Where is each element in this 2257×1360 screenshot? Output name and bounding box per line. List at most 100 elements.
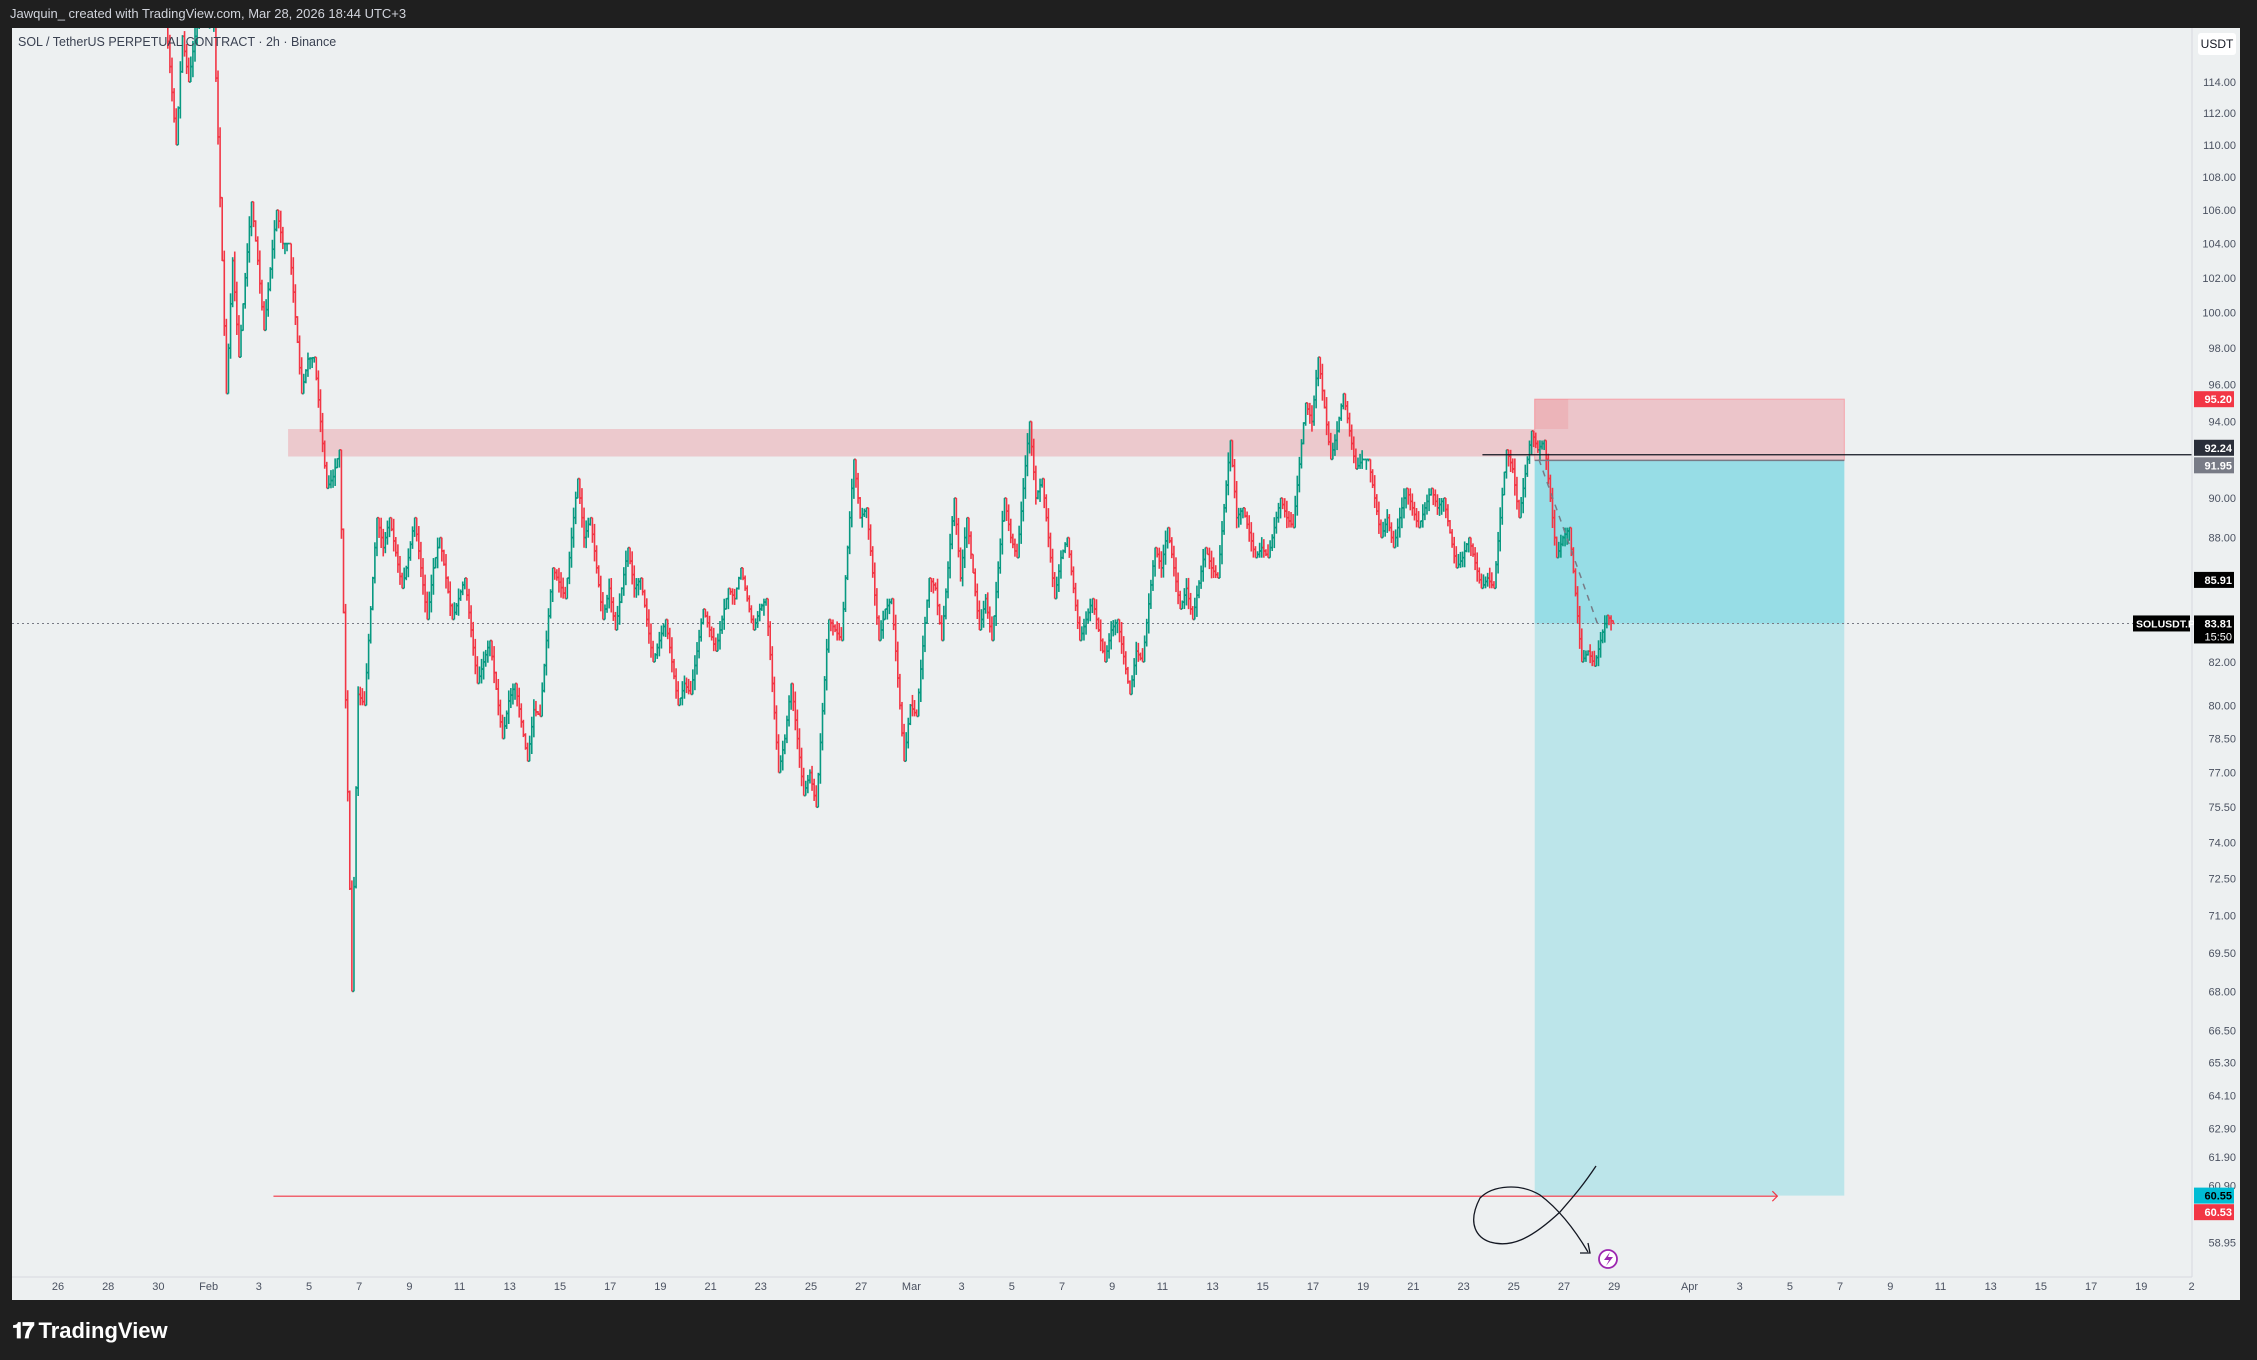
ohlc-bar (827, 618, 831, 653)
ohlc-bar (1124, 651, 1128, 675)
ohlc-bar (440, 536, 444, 562)
ohlc-bar (1473, 547, 1477, 571)
price-badge: 92.24 (2194, 439, 2234, 456)
time-tick-label: 11 (1157, 1281, 1168, 1293)
ohlc-bar (224, 318, 228, 395)
price-tick-label: 114.00 (2203, 77, 2236, 89)
ohlc-bar (1486, 572, 1490, 587)
ohlc-bar (1189, 592, 1193, 615)
ohlc-bar (1038, 478, 1042, 502)
price-axis[interactable]: 114.00 112.00 110.00 108.00 106.00 104.00 102.… (2133, 28, 2236, 1277)
ohlc-bar (1429, 487, 1433, 496)
ohlc-bar (469, 605, 473, 638)
ohlc-bar (249, 200, 253, 237)
ohlc-bar (908, 704, 912, 726)
ohlc-bar (1172, 545, 1176, 577)
ohlc-bar (513, 682, 517, 700)
ohlc-bar (1161, 544, 1165, 578)
ohlc-bar (1404, 487, 1408, 509)
ohlc-bar (425, 591, 429, 621)
ohlc-bar (1488, 567, 1492, 589)
ohlc-bar (858, 497, 862, 519)
ohlc-bar (431, 558, 435, 595)
symbol-legend[interactable]: SOL / TetherUS PERPETUAL CONTRACT · 2h ·… (18, 35, 337, 49)
ohlc-bar (1053, 572, 1057, 600)
ohlc-bar (1387, 514, 1391, 532)
ohlc-bar (925, 599, 929, 624)
price-badge: 91.95 (2194, 457, 2234, 474)
ohlc-bar (595, 545, 599, 574)
ohlc-bar (1187, 577, 1191, 610)
time-axis[interactable]: 26 28 30 Feb 3 5 7 9 11 13 15 17 19 21 23 25 27 Mar 3 5 7 9 11… (12, 1276, 2195, 1293)
ohlc-bar (530, 716, 534, 754)
ohlc-bar (1463, 541, 1467, 568)
ohlc-bar (808, 769, 812, 784)
ohlc-bar (1381, 521, 1385, 539)
ohlc-bar (1446, 504, 1450, 527)
ohlc-bar (986, 592, 990, 619)
ohlc-bar (354, 786, 358, 889)
time-tick-label: 7 (1059, 1281, 1065, 1293)
ohlc-bar (680, 681, 684, 706)
ohlc-bar (1379, 519, 1383, 539)
ohlc-bar (482, 651, 486, 680)
price-tick-label: 88.00 (2208, 533, 2236, 545)
ohlc-bar (1201, 548, 1205, 582)
price-badge-bg (2194, 439, 2234, 456)
ohlc-bar (954, 497, 958, 535)
ohlc-bar (237, 315, 241, 358)
ohlc-bar (1270, 534, 1274, 552)
time-tick-label: 21 (1407, 1281, 1419, 1293)
ohlc-bar (532, 699, 536, 738)
ohlc-bar (1128, 680, 1132, 696)
ohlc-bar (344, 603, 348, 709)
ohlc-bar (850, 478, 854, 528)
ohlc-bar (277, 209, 281, 229)
ohlc-bar (356, 686, 360, 797)
ohlc-bar (894, 614, 898, 662)
ohlc-bar (749, 605, 753, 624)
ohlc-bar (444, 554, 448, 589)
ohlc-bar (241, 303, 245, 332)
price-badge-label: 92.24 (2204, 443, 2232, 455)
ohlc-bar (576, 477, 580, 499)
ohlc-bar (931, 578, 935, 594)
price-badge: 85.91 (2194, 571, 2234, 588)
price-tick-label: 112.00 (2203, 108, 2236, 120)
currency-unit-button[interactable]: USDT (2198, 33, 2236, 55)
ohlc-bar (584, 520, 588, 549)
ohlc-bar (1065, 536, 1069, 548)
ohlc-bar (810, 765, 814, 791)
ohlc-bar (890, 597, 894, 605)
ohlc-bar (1090, 597, 1094, 614)
ohlc-bar (940, 615, 944, 642)
ohlc-bar (795, 709, 799, 750)
ohlc-bar (682, 675, 686, 699)
ohlc-bar (975, 583, 979, 620)
ohlc-bar (438, 536, 442, 549)
ohlc-bar (174, 108, 178, 146)
ohlc-bar (1373, 475, 1377, 509)
ohlc-bar (1369, 458, 1373, 483)
ohlc-bar (316, 370, 320, 408)
ohlc-bar (1458, 551, 1462, 568)
ohlc-bar (712, 627, 716, 652)
ohlc-bar (731, 588, 735, 605)
ohlc-bar (1055, 576, 1059, 600)
ohlc-bar (1057, 564, 1061, 592)
ohlc-bar (593, 523, 597, 562)
ohlc-bar (400, 572, 404, 590)
resistance-zone (288, 429, 1569, 457)
zone-overlap (1534, 399, 1569, 430)
ohlc-bar (1496, 531, 1500, 574)
ohlc-bar (526, 742, 530, 763)
ohlc-bar (992, 615, 996, 642)
ohlc-bar (990, 616, 994, 642)
ohlc-bar (164, 0, 167, 25)
ohlc-bar (816, 772, 820, 809)
ohlc-bar (948, 533, 952, 579)
ohlc-bar (1287, 511, 1291, 528)
ohlc-bar (1266, 544, 1270, 559)
ohlc-bar (1498, 507, 1502, 552)
